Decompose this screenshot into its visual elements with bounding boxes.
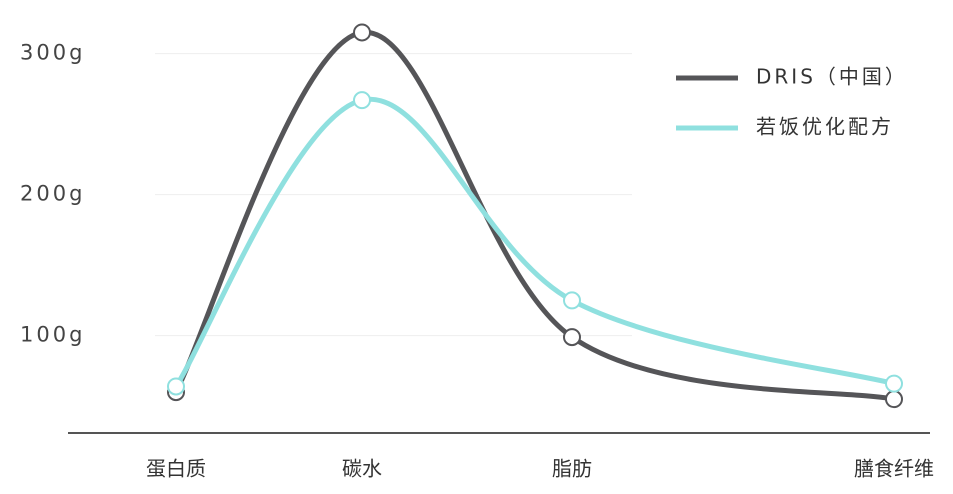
y-tick-label: 300g [20, 41, 85, 65]
data-point [353, 23, 371, 42]
data-point [167, 377, 185, 396]
legend-label: 若饭优化配方 [756, 115, 894, 139]
x-tick-label: 膳食纤维 [854, 457, 934, 481]
series-line [173, 29, 897, 402]
x-tick-label: 脂肪 [552, 457, 592, 481]
data-point [885, 374, 903, 393]
x-tick-label: 蛋白质 [146, 457, 206, 481]
y-tick-label: 200g [20, 182, 85, 206]
data-point [563, 328, 581, 347]
data-point [563, 291, 581, 310]
x-tick-label: 碳水 [342, 457, 382, 481]
legend-label: DRIS（中国） [756, 65, 908, 89]
series-line [173, 96, 897, 389]
data-point [885, 390, 903, 409]
y-tick-label: 100g [20, 323, 85, 347]
data-point [353, 91, 371, 110]
